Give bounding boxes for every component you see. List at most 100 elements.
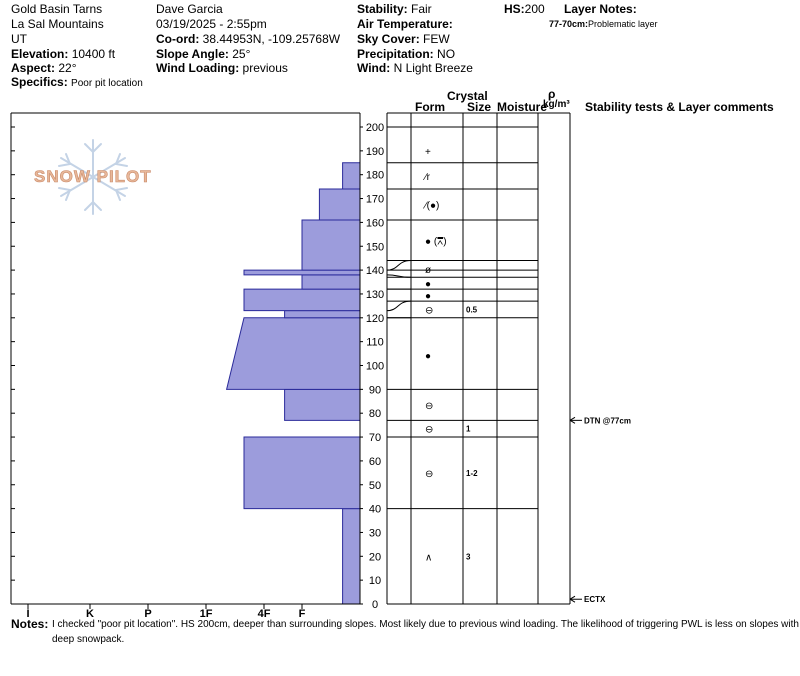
depth-label: 200 bbox=[366, 122, 384, 134]
crystal-size-value: 0.5 bbox=[466, 305, 478, 314]
depth-label: 60 bbox=[369, 456, 381, 468]
elevation-value: 10400 ft bbox=[71, 47, 116, 61]
depth-label: 0 bbox=[372, 599, 378, 611]
snowpilot-logo: SNOW PILOT bbox=[30, 136, 160, 218]
hardness-label: 1F bbox=[200, 608, 213, 620]
elevation-label: Elevation: bbox=[11, 47, 69, 61]
wind-label: Wind: bbox=[357, 61, 391, 75]
stability-label: Stability: bbox=[357, 2, 408, 16]
location-name: Gold Basin Tarns bbox=[11, 2, 103, 16]
depth-label: 30 bbox=[369, 527, 381, 539]
hardness-label: P bbox=[144, 608, 151, 620]
crystal-size-value: 3 bbox=[466, 552, 471, 561]
crystal-header: Crystal bbox=[447, 89, 488, 103]
crystal-form-symbol: ⊖ bbox=[425, 305, 433, 316]
notes-text-line-2: deep snowpack. bbox=[52, 634, 125, 645]
notes-row: Notes: bbox=[11, 617, 48, 631]
crystal-form-symbol: ⊖ bbox=[425, 425, 433, 436]
snowflake-icon bbox=[58, 139, 128, 215]
specifics-row: Specifics: Poor pit location bbox=[11, 75, 143, 91]
stability-test-label: DTN @77cm bbox=[584, 416, 631, 425]
profile-layer bbox=[284, 310, 361, 319]
profile-layer bbox=[284, 388, 361, 421]
crystal-form-symbol: ● bbox=[425, 291, 431, 302]
coordinates-value: 38.44953N, -109.25768W bbox=[202, 32, 341, 46]
hs-value: 200 bbox=[524, 2, 545, 16]
date-time: 03/19/2025 - 2:55pm bbox=[156, 17, 267, 31]
profile-layer bbox=[225, 317, 361, 390]
layer-note-text: Problematic layer bbox=[588, 19, 658, 29]
precipitation-value: NO bbox=[437, 47, 456, 61]
stability-row: Stability: Fair bbox=[357, 2, 432, 16]
crystal-form-symbol: ⊖ bbox=[425, 401, 433, 412]
form-header: Form bbox=[415, 100, 445, 114]
layer-connector bbox=[386, 300, 412, 312]
notes-label: Notes: bbox=[11, 617, 49, 631]
crystal-form-symbol: ø bbox=[425, 265, 431, 276]
crystal-form-symbol: + bbox=[425, 147, 431, 158]
crystal-form-symbol: ● (⩞) bbox=[425, 236, 447, 247]
mountain-range: La Sal Mountains bbox=[11, 17, 104, 31]
profile-layer bbox=[318, 188, 361, 221]
profile-layer bbox=[243, 269, 361, 276]
depth-label: 40 bbox=[369, 504, 381, 516]
depth-label: 90 bbox=[369, 384, 381, 396]
layer-connector bbox=[386, 260, 412, 271]
size-header: Size bbox=[467, 100, 492, 114]
layer-note-depth: 77-70cm: bbox=[549, 19, 589, 29]
depth-label: 130 bbox=[366, 289, 384, 301]
crystal-form-symbol: ● bbox=[425, 351, 431, 362]
elevation-row: Elevation: 10400 ft bbox=[11, 47, 115, 61]
aspect-row: Aspect: 22° bbox=[11, 61, 77, 75]
stability-value: Fair bbox=[411, 2, 432, 16]
depth-label: 140 bbox=[366, 265, 384, 277]
crystal-form-symbol: ∧ bbox=[425, 552, 432, 563]
air-temperature-label: Air Temperature: bbox=[357, 17, 453, 31]
slope-angle-row: Slope Angle: 25° bbox=[156, 47, 250, 61]
hardness-label: I bbox=[26, 608, 29, 620]
wind-value: N Light Breeze bbox=[393, 61, 473, 75]
depth-label: 100 bbox=[366, 361, 384, 373]
depth-label: 80 bbox=[369, 408, 381, 420]
depth-label: 170 bbox=[366, 194, 384, 206]
observer: Dave Garcia bbox=[156, 2, 223, 16]
density-unit: kg/m³ bbox=[543, 99, 570, 110]
crystal-size-value: 1 bbox=[466, 425, 471, 434]
hs-row: HS:200 bbox=[504, 2, 545, 16]
sky-cover-label: Sky Cover: bbox=[357, 32, 420, 46]
notes-text-line-1: I checked "poor pit location". HS 200cm,… bbox=[52, 619, 800, 630]
coordinates-row: Co-ord: 38.44953N, -109.25768W bbox=[156, 32, 340, 46]
stability-test-arrowhead bbox=[569, 416, 576, 424]
hardness-label: F bbox=[299, 608, 306, 620]
depth-label: 70 bbox=[369, 432, 381, 444]
hardness-label: 4F bbox=[258, 608, 271, 620]
precipitation-label: Precipitation: bbox=[357, 47, 434, 61]
wind-loading-row: Wind Loading: previous bbox=[156, 61, 288, 75]
specifics-label: Specifics: bbox=[11, 75, 68, 89]
stability-test-arrowhead bbox=[569, 595, 576, 603]
sky-cover-row: Sky Cover: FEW bbox=[357, 32, 450, 46]
slope-angle-label: Slope Angle: bbox=[156, 47, 229, 61]
aspect-value: 22° bbox=[58, 61, 77, 75]
depth-label: 150 bbox=[366, 241, 384, 253]
air-temperature-row: Air Temperature: bbox=[357, 17, 453, 31]
profile-layer bbox=[243, 436, 361, 510]
profile-layer bbox=[342, 508, 361, 605]
depth-label: 190 bbox=[366, 146, 384, 158]
wind-loading-value: previous bbox=[242, 61, 288, 75]
profile-layer bbox=[342, 162, 361, 190]
wind-row: Wind: N Light Breeze bbox=[357, 61, 473, 75]
depth-label: 160 bbox=[366, 217, 384, 229]
slope-angle-value: 25° bbox=[232, 47, 251, 61]
profile-layer bbox=[301, 219, 361, 271]
layer-connector bbox=[386, 274, 412, 278]
stability-test-label: ECTX bbox=[584, 595, 606, 604]
profile-layer bbox=[243, 288, 361, 312]
state: UT bbox=[11, 32, 27, 46]
stability-tests-header: Stability tests & Layer comments bbox=[585, 100, 774, 114]
crystal-form-symbol: ∕(●) bbox=[422, 201, 439, 212]
crystal-form-symbol: ∕r bbox=[422, 172, 431, 183]
precipitation-row: Precipitation: NO bbox=[357, 47, 455, 61]
crystal-size-value: 1-2 bbox=[466, 469, 478, 478]
